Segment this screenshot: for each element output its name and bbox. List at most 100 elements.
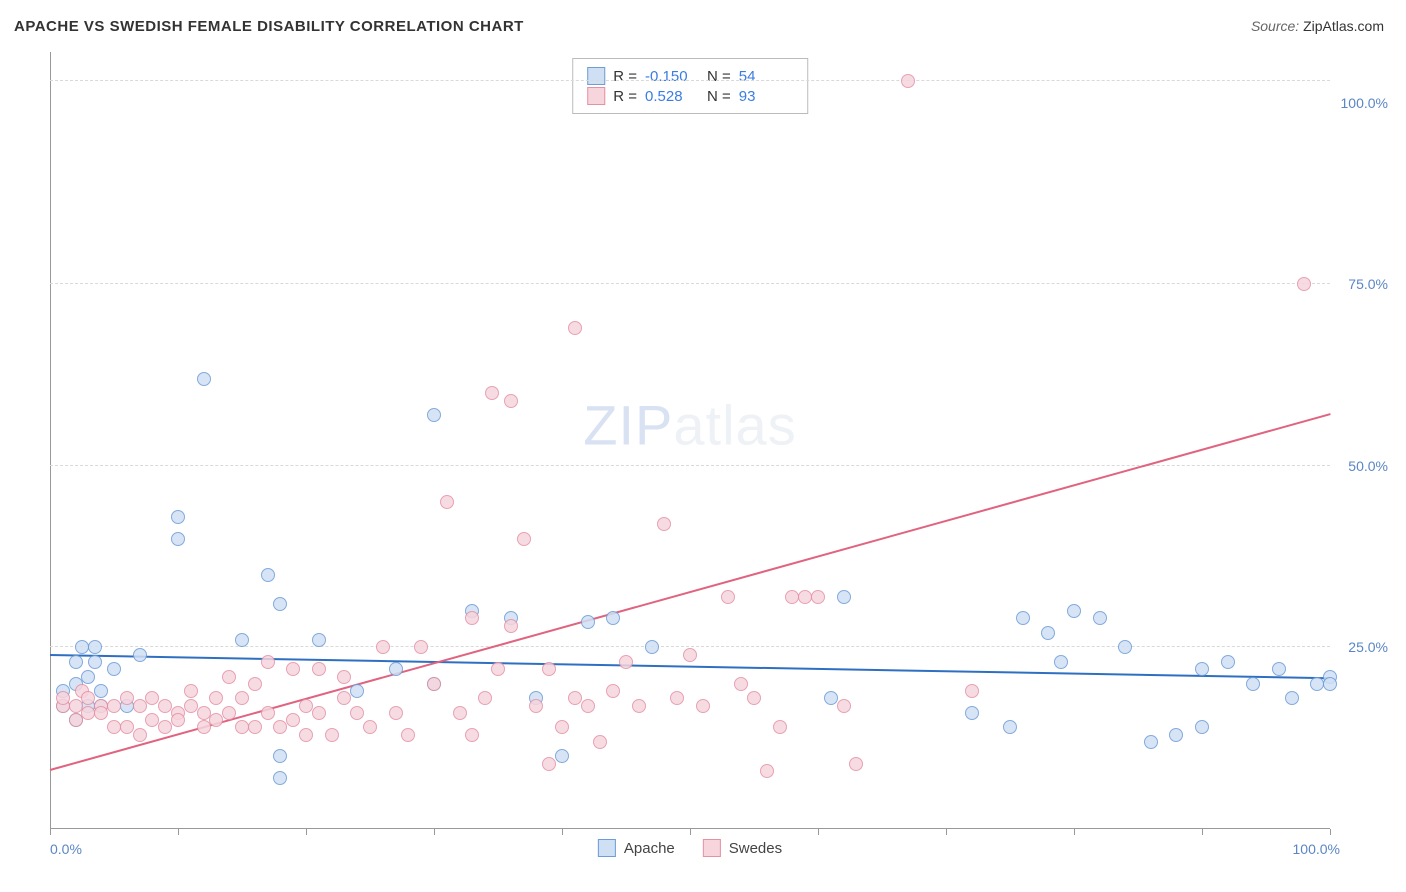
scatter-point <box>1195 662 1209 676</box>
scatter-point <box>273 749 287 763</box>
scatter-point <box>145 691 159 705</box>
scatter-point <box>312 662 326 676</box>
scatter-point <box>107 662 121 676</box>
scatter-point <box>414 640 428 654</box>
scatter-point <box>120 691 134 705</box>
scatter-point <box>299 728 313 742</box>
scatter-point <box>158 699 172 713</box>
scatter-point <box>747 691 761 705</box>
scatter-point <box>1093 611 1107 625</box>
x-axis-label-min: 0.0% <box>50 841 82 857</box>
scatter-point <box>363 720 377 734</box>
scatter-point <box>401 728 415 742</box>
scatter-point <box>1323 677 1337 691</box>
x-tick <box>50 829 51 835</box>
scatter-point <box>555 720 569 734</box>
scatter-point <box>145 713 159 727</box>
scatter-point <box>606 611 620 625</box>
legend-swatch <box>703 839 721 857</box>
legend-swatch <box>587 87 605 105</box>
legend-item: Swedes <box>703 839 782 857</box>
scatter-point <box>504 619 518 633</box>
scatter-point <box>440 495 454 509</box>
scatter-point <box>248 720 262 734</box>
scatter-point <box>568 691 582 705</box>
scatter-point <box>683 648 697 662</box>
scatter-point <box>1016 611 1030 625</box>
scatter-point <box>222 670 236 684</box>
scatter-point <box>1041 626 1055 640</box>
stat-r-value: 0.528 <box>645 88 699 105</box>
scatter-point <box>235 691 249 705</box>
x-tick <box>306 829 307 835</box>
scatter-point <box>133 648 147 662</box>
stats-row: R =-0.150N =54 <box>587 67 793 85</box>
scatter-point <box>81 670 95 684</box>
legend-label: Swedes <box>729 840 782 857</box>
scatter-point <box>1169 728 1183 742</box>
y-tick-label: 50.0% <box>1348 458 1388 474</box>
scatter-point <box>171 510 185 524</box>
scatter-point <box>1195 720 1209 734</box>
scatter-point <box>325 728 339 742</box>
scatter-point <box>465 611 479 625</box>
scatter-point <box>107 699 121 713</box>
regression-line <box>50 413 1331 771</box>
scatter-point <box>235 633 249 647</box>
scatter-point <box>427 408 441 422</box>
scatter-point <box>69 713 83 727</box>
scatter-point <box>133 728 147 742</box>
stat-n-value: 93 <box>739 88 793 105</box>
scatter-point <box>376 640 390 654</box>
scatter-point <box>248 677 262 691</box>
scatter-point <box>1144 735 1158 749</box>
x-tick <box>1074 829 1075 835</box>
scatter-point <box>299 699 313 713</box>
scatter-point <box>593 735 607 749</box>
stat-n-value: 54 <box>739 68 793 85</box>
source-credit: Source: ZipAtlas.com <box>1251 18 1384 34</box>
gridline <box>50 283 1330 284</box>
scatter-point <box>427 677 441 691</box>
scatter-point <box>901 74 915 88</box>
x-tick <box>946 829 947 835</box>
scatter-point <box>581 699 595 713</box>
legend-swatch <box>598 839 616 857</box>
scatter-point <box>1272 662 1286 676</box>
scatter-point <box>1285 691 1299 705</box>
scatter-point <box>197 720 211 734</box>
scatter-point <box>773 720 787 734</box>
scatter-point <box>312 633 326 647</box>
scatter-point <box>670 691 684 705</box>
scatter-point <box>389 662 403 676</box>
scatter-point <box>56 691 70 705</box>
scatter-point <box>837 590 851 604</box>
scatter-point <box>337 670 351 684</box>
scatter-point <box>273 597 287 611</box>
scatter-point <box>491 662 505 676</box>
scatter-point <box>453 706 467 720</box>
scatter-point <box>581 615 595 629</box>
scatter-point <box>542 662 556 676</box>
scatter-point <box>1067 604 1081 618</box>
chart-title: APACHE VS SWEDISH FEMALE DISABILITY CORR… <box>14 18 524 35</box>
scatter-point <box>184 684 198 698</box>
legend-label: Apache <box>624 840 675 857</box>
source-label: Source: <box>1251 18 1299 34</box>
x-tick <box>1330 829 1331 835</box>
scatter-point <box>312 706 326 720</box>
y-axis-line <box>50 52 51 829</box>
y-tick-label: 100.0% <box>1341 95 1388 111</box>
scatter-point <box>209 691 223 705</box>
scatter-point <box>1054 655 1068 669</box>
scatter-point <box>171 532 185 546</box>
scatter-point <box>465 728 479 742</box>
scatter-point <box>1118 640 1132 654</box>
gridline <box>50 80 1330 81</box>
scatter-point <box>696 699 710 713</box>
scatter-point <box>197 372 211 386</box>
scatter-point <box>120 720 134 734</box>
scatter-point <box>485 386 499 400</box>
stat-n-label: N = <box>707 68 731 85</box>
scatter-point <box>517 532 531 546</box>
